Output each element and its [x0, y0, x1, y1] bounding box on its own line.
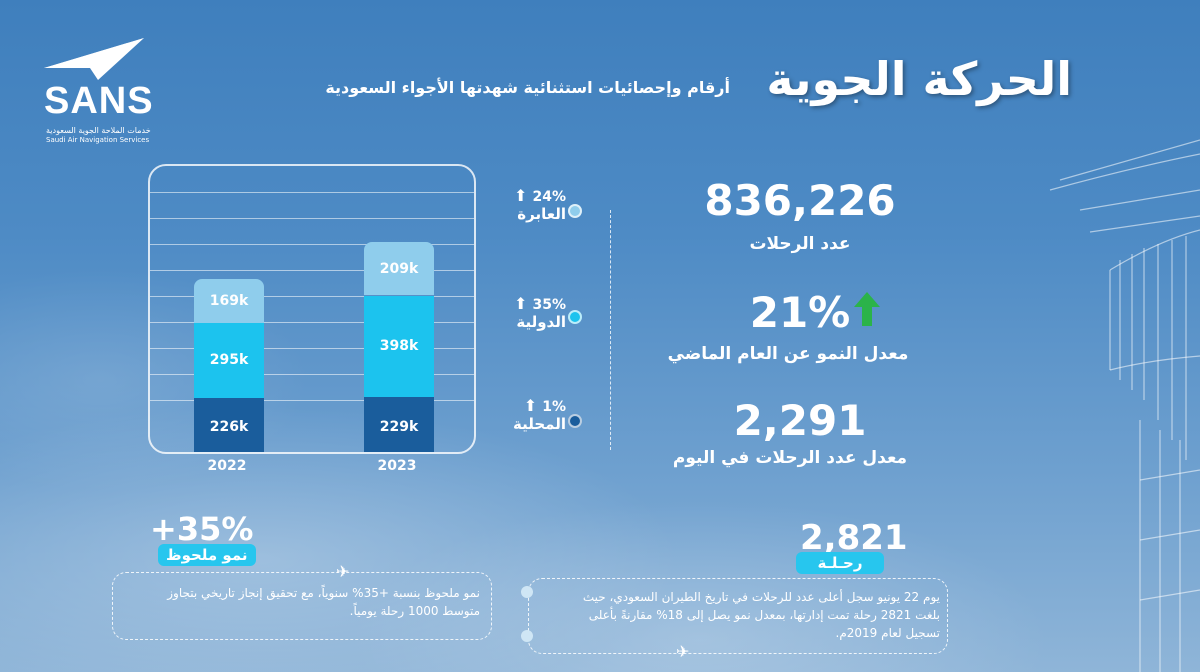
growth-box-value: +35%	[150, 510, 254, 548]
grid-line	[150, 296, 474, 297]
timeline-dot	[521, 586, 533, 598]
growth-note-line: نمو ملحوظ بنسبة +35% سنوياً، مع تحقيق إن…	[167, 586, 480, 600]
legend-dot-transit	[568, 204, 582, 218]
legend-label: الدولية	[516, 313, 566, 331]
growth-rate-label: معدل النمو عن العام الماضي	[667, 344, 909, 364]
logo-english-name: Saudi Air Navigation Services	[46, 136, 150, 144]
page-title: الحركة الجوية	[766, 52, 1072, 106]
paper-plane-logo-icon	[44, 38, 144, 80]
grid-line	[150, 374, 474, 375]
record-flights-tag: رحـلـة	[796, 552, 884, 574]
growth-note: نمو ملحوظ بنسبة +35% سنوياً، مع تحقيق إن…	[130, 584, 480, 620]
bar-segment: 209k	[364, 241, 434, 296]
legend-item-international: 35% ⬆ الدولية	[496, 294, 566, 331]
legend-label: المحلية	[513, 415, 566, 433]
record-note-line: يوم 22 يونيو سجل أعلى عدد للرحلات في تار…	[582, 590, 940, 604]
legend-pct: 35%	[532, 297, 566, 313]
record-note-line: تسجيل لعام 2019م.	[835, 626, 940, 640]
legend-label: العابرة	[517, 205, 566, 223]
record-flights-value: 2,821	[800, 518, 908, 558]
record-note-line: بلغت 2821 رحلة تمت إدارتها، بمعدل نمو يص…	[588, 608, 940, 622]
timeline-dot	[521, 630, 533, 642]
bar-2023: 229k 398k 209k	[364, 241, 434, 452]
bar-segment: 398k	[364, 295, 434, 398]
stacked-bar-chart: 226k 295k 169k 229k 398k 209k	[148, 164, 476, 454]
airplane-icon: ✈	[676, 642, 690, 661]
legend-item-domestic: 1% ⬆ المحلية	[496, 396, 566, 433]
growth-note-line: متوسط 1000 رحلة يومياً.	[349, 604, 480, 618]
sans-logo: SANS خدمات الملاحة الجوية السعودية Saudi…	[40, 34, 160, 144]
legend-divider	[610, 210, 611, 450]
grid-line	[150, 270, 474, 271]
up-arrow-icon: ⬆	[523, 396, 538, 415]
daily-avg-label: معدل عدد الرحلات في اليوم	[672, 448, 908, 468]
record-note-box	[528, 578, 948, 654]
logo-arabic-name: خدمات الملاحة الجوية السعودية	[46, 126, 151, 135]
bar-segment: 226k	[194, 398, 264, 452]
grid-line	[150, 244, 474, 245]
bar-segment: 295k	[194, 322, 264, 399]
airplane-icon: ✈	[336, 562, 350, 581]
bar-segment: 229k	[364, 397, 434, 452]
grid-line	[150, 400, 474, 401]
page-subtitle: أرقام وإحصائيات استثنائية شهدتها الأجواء…	[325, 78, 730, 97]
daily-avg-value: 2,291	[733, 396, 867, 445]
bar-segment: 169k	[194, 279, 264, 323]
control-tower-illustration	[1049, 139, 1200, 672]
legend-item-transit: 24% ⬆ العابرة	[496, 186, 566, 223]
green-up-arrow-icon	[854, 292, 880, 326]
legend-pct: 1%	[542, 399, 566, 415]
grid-line	[150, 348, 474, 349]
flights-total-label: عدد الرحلات	[749, 234, 851, 254]
grid-line	[150, 218, 474, 219]
legend-dot-domestic	[568, 414, 582, 428]
logo-wordmark: SANS	[44, 80, 154, 122]
legend-dot-international	[568, 310, 582, 324]
growth-box-tag: نمو ملحوظ	[158, 544, 256, 566]
grid-line	[150, 322, 474, 323]
grid-line	[150, 192, 474, 193]
up-arrow-icon: ⬆	[513, 294, 528, 313]
up-arrow-icon: ⬆	[513, 186, 528, 205]
flights-total-value: 836,226	[704, 176, 896, 225]
legend-pct: 24%	[532, 189, 566, 205]
growth-rate-value: 21%	[749, 288, 851, 337]
bar-2022: 226k 295k 169k	[194, 279, 264, 452]
x-tick-label: 2023	[377, 458, 417, 474]
growth-note-box	[112, 572, 492, 640]
x-tick-label: 2022	[207, 458, 247, 474]
record-note: يوم 22 يونيو سجل أعلى عدد للرحلات في تار…	[540, 588, 940, 642]
